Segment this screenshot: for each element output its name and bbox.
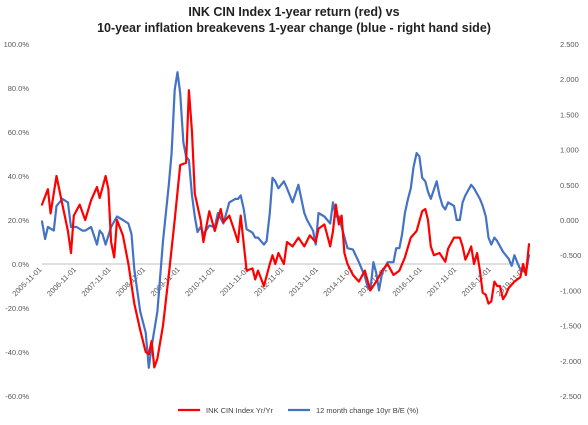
right-tick-label: 0.000 (560, 216, 579, 225)
right-tick-label: 1.500 (560, 110, 579, 119)
left-axis-ticks: 100.0% 80.0% 60.0% 40.0% 20.0% 0.0% -20.0% -40.… (4, 40, 30, 401)
series-line-breakeven (40, 71, 531, 369)
left-tick-label: -60.0% (5, 392, 29, 401)
x-tick-label: 2005-11-01 (10, 265, 43, 298)
left-tick-label: 40.0% (8, 172, 30, 181)
right-axis-ticks: 2.500 2.000 1.500 1.000 0.500 0.000 -0.500 -1.0… (560, 40, 581, 401)
right-tick-label: -1.000 (560, 286, 581, 295)
right-tick-label: 2.500 (560, 40, 579, 49)
right-tick-label: 0.500 (560, 181, 579, 190)
x-tick-label: 2016-11-01 (391, 265, 424, 298)
x-tick-label: 2007-11-01 (80, 265, 113, 298)
x-tick-label: 2006-11-01 (45, 265, 78, 298)
right-tick-label: 2.000 (560, 75, 579, 84)
left-tick-label: 0.0% (12, 260, 29, 269)
x-tick-label: 2017-11-01 (425, 265, 458, 298)
x-tick-label: 2010-11-01 (183, 265, 216, 298)
series-line-ink-cin (40, 89, 531, 369)
right-tick-label: -2.000 (560, 357, 581, 366)
left-tick-label: -40.0% (5, 348, 29, 357)
x-tick-label: 2009-11-01 (149, 265, 182, 298)
left-tick-label: 80.0% (8, 84, 30, 93)
legend-label-breakeven: 12 month change 10yr B/E (%) (316, 406, 419, 415)
chart-title-line-2: 10-year inflation breakevens 1-year chan… (97, 21, 491, 35)
x-tick-label: 2018-11-01 (460, 265, 493, 298)
right-tick-label: -0.500 (560, 251, 581, 260)
right-tick-label: -2.500 (560, 392, 581, 401)
left-tick-label: 100.0% (4, 40, 30, 49)
legend: INK CIN Index Yr/Yr 12 month change 10yr… (178, 406, 419, 415)
left-tick-label: 60.0% (8, 128, 30, 137)
x-tick-label: 2013-11-01 (287, 265, 320, 298)
left-tick-label: -20.0% (5, 304, 29, 313)
left-tick-label: 20.0% (8, 216, 30, 225)
chart-title-line-1: INK CIN Index 1-year return (red) vs (188, 5, 399, 19)
series-layer (40, 71, 531, 369)
right-tick-label: -1.500 (560, 322, 581, 331)
legend-label-ink-cin: INK CIN Index Yr/Yr (206, 406, 273, 415)
right-tick-label: 1.000 (560, 146, 579, 155)
